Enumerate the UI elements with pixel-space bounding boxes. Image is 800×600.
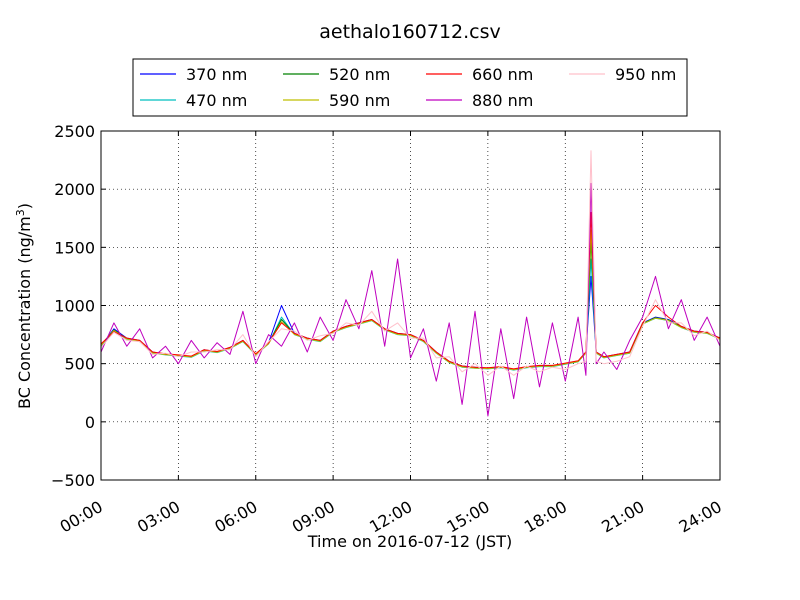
legend-label: 520 nm bbox=[329, 65, 390, 84]
y-axis-label-end: ) bbox=[15, 203, 34, 209]
y-tick-label: −500 bbox=[51, 471, 95, 490]
series-line-660-nm bbox=[100, 211, 721, 370]
y-axis-label-superscript: 3 bbox=[14, 209, 27, 216]
series-line-880-nm bbox=[100, 182, 721, 417]
legend-label: 880 nm bbox=[472, 91, 533, 110]
x-axis-label: Time on 2016-07-12 (JST) bbox=[307, 532, 512, 551]
legend-label: 660 nm bbox=[472, 65, 533, 84]
legend-label: 950 nm bbox=[615, 65, 676, 84]
series-line-950-nm bbox=[100, 150, 721, 376]
legend-frame bbox=[132, 58, 688, 117]
chart-title: aethalo160712.csv bbox=[319, 21, 501, 43]
y-tick-labels: −500 0 500 1000 1500 2000 2500 bbox=[51, 122, 95, 490]
series-lines bbox=[100, 150, 721, 417]
axis-ticks bbox=[100, 130, 721, 481]
y-tick-label: 500 bbox=[64, 355, 95, 374]
y-axis-label-main: BC Concentration (ng/m bbox=[15, 216, 34, 409]
legend-label: 370 nm bbox=[186, 65, 247, 84]
legend: 370 nm 470 nm 520 nm 590 nm 660 nm 880 nm 950 … bbox=[132, 58, 688, 117]
y-tick-label: 2000 bbox=[54, 180, 95, 199]
legend-label: 590 nm bbox=[329, 91, 390, 110]
y-tick-label: 2500 bbox=[54, 122, 95, 141]
y-tick-label: 1500 bbox=[54, 238, 95, 257]
y-tick-label: 0 bbox=[85, 413, 95, 432]
legend-label: 470 nm bbox=[186, 91, 247, 110]
y-tick-label: 1000 bbox=[54, 297, 95, 316]
y-axis-label: BC Concentration (ng/m3) bbox=[14, 203, 34, 409]
